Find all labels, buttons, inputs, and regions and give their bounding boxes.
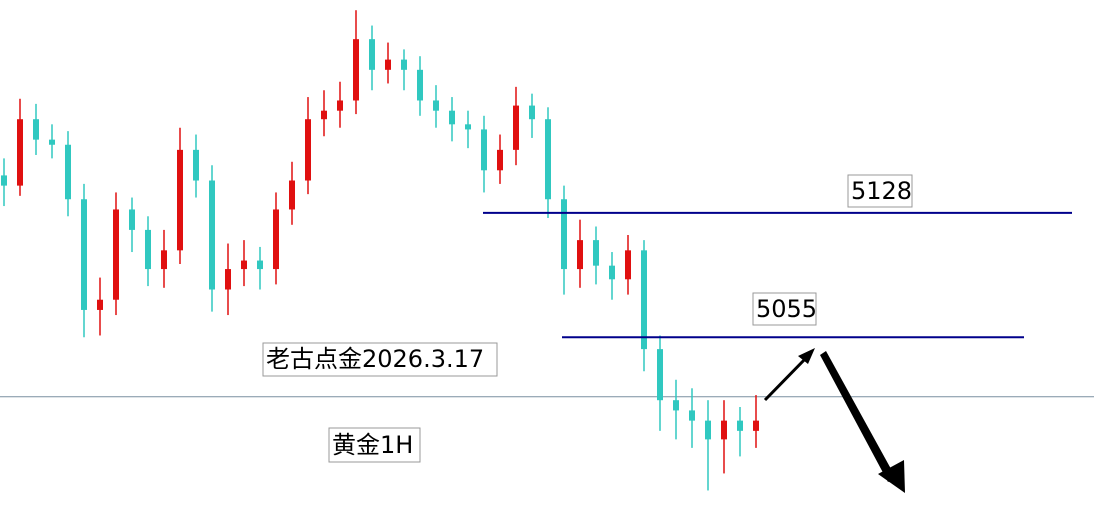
candle-body [545,119,551,200]
candle-body [193,149,199,181]
candle-body [113,209,119,300]
candle-body [529,105,535,120]
candle-body [65,144,71,200]
arrows [763,348,905,493]
candle-body [369,39,375,70]
candle-body [161,250,167,270]
candle-body [353,39,359,101]
candle-body [401,59,407,70]
candle-body [753,420,759,431]
candle-body [177,149,183,251]
annotation-box [262,342,498,377]
level-label-box [752,292,817,326]
candle-body [609,265,615,280]
annotation: 老古点金2026.3.17 [262,342,498,377]
candle-body [513,105,519,150]
level-label: 5128 [851,177,912,205]
candle-body [433,100,439,111]
candle-body [321,110,327,120]
candle-body [289,180,295,210]
candle-body [641,250,647,350]
candle-body [129,209,135,230]
candle-body [561,199,567,270]
candle-body [449,110,455,125]
candle-body [241,260,247,270]
candle-body [417,69,423,101]
candle-body [689,410,695,421]
candle-body [705,420,711,440]
plot [0,10,1094,491]
candle-body [273,209,279,270]
candle-body [593,240,599,266]
annotation-box [328,427,421,463]
candle-body [337,100,343,111]
candle-body [673,400,679,411]
candle-body [225,269,231,290]
candle-body [657,349,663,401]
candle-body [577,240,583,270]
candle-body [497,149,503,171]
candle-body [209,180,215,290]
candle-body [81,199,87,310]
candle-body [33,119,39,140]
candle-body [721,420,727,440]
candle-body [737,420,743,431]
candle-body [1,175,7,186]
arrow-down [820,351,896,482]
candle-body [305,119,311,181]
annotation: 黄金1H [328,427,421,463]
candle-body [49,139,55,145]
candle-body [385,59,391,70]
annotation-text: 老古点金2026.3.17 [266,345,484,373]
arrow-head [878,460,905,493]
candle-body [481,129,487,171]
annotation-text: 黄金1H [332,431,413,459]
arrow-head [798,348,815,364]
candle-body [625,250,631,280]
level-label: 5055 [756,295,817,323]
candle-body [257,260,263,270]
level-label-box [847,174,913,208]
arrow-up [763,354,810,402]
candle-body [465,124,471,130]
candle-body [17,119,23,186]
candle-body [97,299,103,310]
candle-body [145,229,151,270]
